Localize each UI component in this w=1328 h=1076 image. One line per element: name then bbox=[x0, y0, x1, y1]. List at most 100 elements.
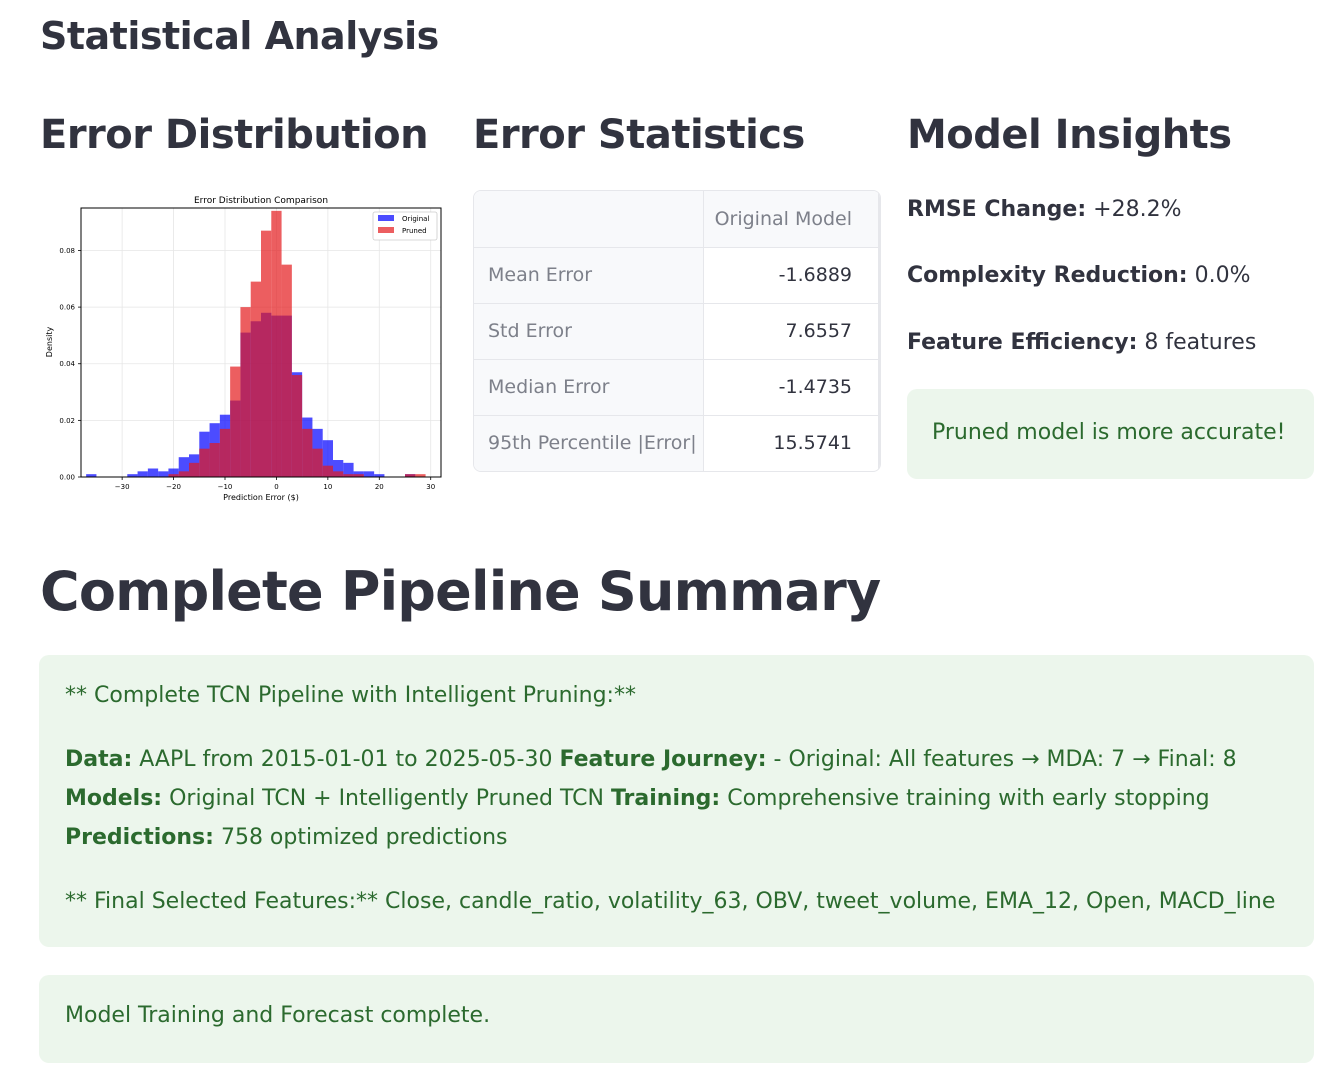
legend-label-original: Original bbox=[402, 215, 429, 223]
row-value: -1.4735 bbox=[703, 359, 879, 416]
predictions-text: 758 optimized predictions bbox=[213, 825, 508, 850]
chart-xlabel: Prediction Error ($) bbox=[223, 493, 299, 502]
y-tick-label: 0.06 bbox=[59, 304, 75, 312]
histogram-bar bbox=[353, 474, 364, 477]
x-tick-label: 30 bbox=[426, 483, 435, 491]
model-insights-heading: Model Insights bbox=[907, 112, 1232, 158]
histogram-bar bbox=[219, 428, 231, 477]
feature-journey-text: - Original: All features → MDA: 7 → Fina… bbox=[766, 747, 1237, 772]
histogram-bar bbox=[343, 474, 354, 477]
legend-swatch-pruned bbox=[378, 227, 394, 233]
page-title: Statistical Analysis bbox=[40, 14, 439, 58]
data-text: AAPL from 2015-01-01 to 2025-05-30 bbox=[132, 747, 560, 772]
complexity-reduction-value: 0.0% bbox=[1187, 263, 1251, 288]
histogram-bar bbox=[271, 210, 282, 477]
table-row: Std Error 7.6557 bbox=[474, 303, 880, 360]
histogram-bar bbox=[240, 307, 251, 477]
chart-legend: Original Pruned bbox=[372, 211, 438, 241]
success-alert: Pruned model is more accurate! bbox=[907, 389, 1314, 479]
models-text: Original TCN + Intelligently Pruned TCN bbox=[162, 786, 611, 811]
x-tick-label: −20 bbox=[166, 483, 181, 491]
x-tick-label: 10 bbox=[323, 483, 332, 491]
pipeline-summary-heading: Complete Pipeline Summary bbox=[40, 560, 881, 623]
status-message: Model Training and Forecast complete. bbox=[65, 1003, 491, 1028]
histogram-bar bbox=[230, 366, 241, 477]
y-tick-label: 0.00 bbox=[59, 474, 75, 482]
histogram-bar bbox=[333, 460, 344, 477]
histogram-bar bbox=[178, 457, 189, 477]
row-label: 95th Percentile |Error| bbox=[474, 415, 704, 471]
complexity-reduction-label: Complexity Reduction: bbox=[907, 263, 1188, 288]
status-alert: Model Training and Forecast complete. bbox=[39, 975, 1314, 1063]
error-distribution-chart: −30 −20 −10 0 10 20 30 0.00 0.02 0.04 0.06 0.08 Err… bbox=[40, 190, 444, 508]
row-label: Median Error bbox=[474, 359, 704, 416]
feature-efficiency-label: Feature Efficiency: bbox=[907, 330, 1138, 355]
row-label: Std Error bbox=[474, 303, 704, 360]
error-statistics-heading: Error Statistics bbox=[473, 112, 805, 158]
error-statistics-table: Original Model Mean Error -1.6889 Std Er… bbox=[473, 190, 881, 472]
histogram-bar bbox=[178, 471, 189, 477]
feature-efficiency-metric: Feature Efficiency: 8 features bbox=[907, 330, 1256, 355]
y-tick-label: 0.04 bbox=[59, 360, 75, 368]
x-tick-label: −30 bbox=[115, 483, 130, 491]
histogram-bar bbox=[168, 474, 179, 477]
row-value: 15.5741 bbox=[703, 415, 879, 471]
row-value: -1.6889 bbox=[703, 247, 879, 304]
chart-ylabel: Density bbox=[45, 327, 54, 358]
row-label: Mean Error bbox=[474, 247, 704, 304]
row-value: 7.6557 bbox=[703, 303, 879, 360]
histogram-bar bbox=[405, 474, 416, 477]
histogram-bar bbox=[261, 230, 272, 477]
table-column-header: Original Model bbox=[703, 191, 879, 248]
histogram-bar bbox=[199, 448, 210, 477]
rmse-change-label: RMSE Change: bbox=[907, 197, 1087, 222]
feature-efficiency-value: 8 features bbox=[1137, 330, 1257, 355]
histogram-bar bbox=[127, 474, 138, 477]
histogram-bar bbox=[250, 281, 261, 477]
success-message: Pruned model is more accurate! bbox=[932, 420, 1286, 445]
table-index-header bbox=[474, 191, 704, 248]
predictions-label: Predictions: bbox=[65, 825, 214, 850]
histogram-bar bbox=[189, 462, 200, 477]
histogram-bar bbox=[302, 428, 313, 477]
error-distribution-heading: Error Distribution bbox=[40, 112, 429, 158]
x-tick-label: 20 bbox=[375, 483, 384, 491]
histogram-bar bbox=[281, 264, 292, 477]
legend-swatch-original bbox=[378, 215, 394, 221]
y-tick-label: 0.08 bbox=[59, 247, 75, 255]
histogram-bar bbox=[168, 468, 179, 477]
table-row: Median Error -1.4735 bbox=[474, 359, 880, 416]
histogram-bar bbox=[209, 443, 220, 477]
feature-journey-label: Feature Journey: bbox=[559, 747, 767, 772]
histogram-bar bbox=[312, 448, 323, 477]
histogram-bar bbox=[322, 465, 333, 477]
pipeline-summary-box: ** Complete TCN Pipeline with Intelligen… bbox=[39, 655, 1314, 947]
summary-features-line: ** Final Selected Features:** Close, can… bbox=[65, 889, 1276, 914]
histogram-bar bbox=[291, 375, 303, 477]
histogram-bar bbox=[147, 468, 159, 477]
legend-label-pruned: Pruned bbox=[402, 227, 427, 235]
data-label: Data: bbox=[65, 747, 133, 772]
histogram-bar bbox=[374, 474, 385, 477]
summary-details: Data: AAPL from 2015-01-01 to 2025-05-30… bbox=[65, 740, 1288, 857]
rmse-change-metric: RMSE Change: +28.2% bbox=[907, 197, 1181, 222]
histogram-bar bbox=[322, 440, 333, 477]
models-label: Models: bbox=[65, 786, 163, 811]
chart-title: Error Distribution Comparison bbox=[194, 196, 328, 206]
histogram-bar bbox=[158, 471, 169, 477]
y-tick-label: 0.02 bbox=[59, 417, 75, 425]
x-tick-label: 0 bbox=[274, 483, 278, 491]
rmse-change-value: +28.2% bbox=[1086, 197, 1182, 222]
series-pruned bbox=[168, 210, 426, 477]
x-tick-label: −10 bbox=[218, 483, 233, 491]
histogram-bar bbox=[363, 471, 375, 477]
training-label: Training: bbox=[610, 786, 721, 811]
complexity-reduction-metric: Complexity Reduction: 0.0% bbox=[907, 263, 1250, 288]
histogram-bar bbox=[137, 471, 148, 477]
histogram-bar bbox=[343, 462, 354, 477]
training-text: Comprehensive training with early stoppi… bbox=[720, 786, 1210, 811]
summary-heading-line: ** Complete TCN Pipeline with Intelligen… bbox=[65, 683, 636, 708]
histogram-bar bbox=[415, 474, 426, 477]
histogram-bar bbox=[333, 471, 344, 477]
table-row: Mean Error -1.6889 bbox=[474, 247, 880, 304]
